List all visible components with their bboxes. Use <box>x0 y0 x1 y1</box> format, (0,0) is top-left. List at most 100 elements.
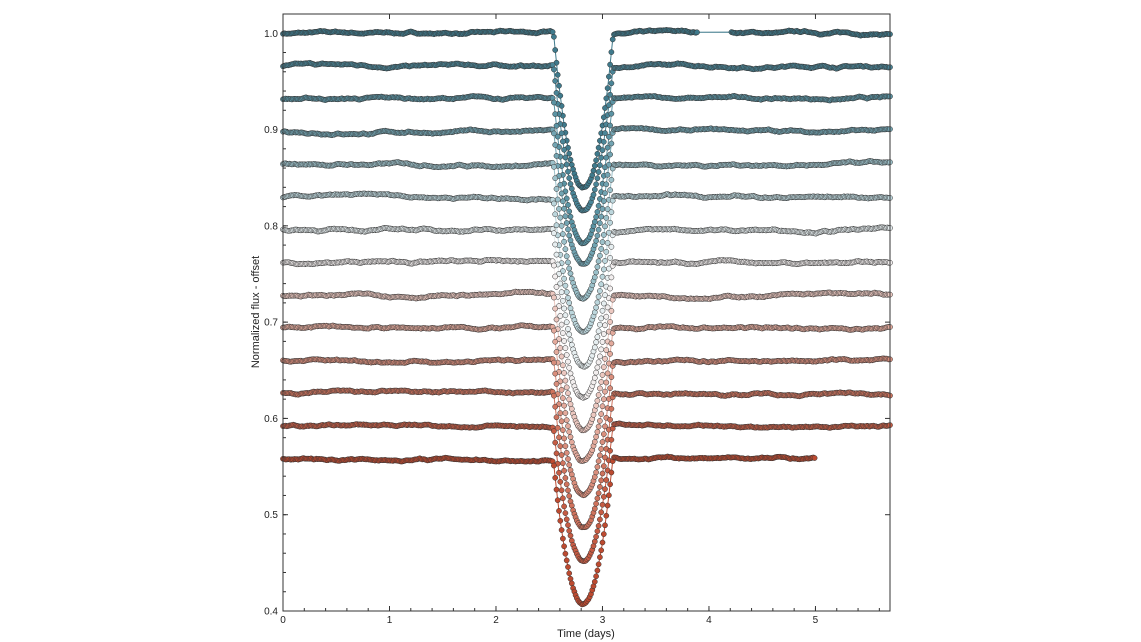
data-point <box>593 237 599 244</box>
data-point <box>608 274 615 281</box>
data-point <box>553 186 560 192</box>
data-point <box>603 313 610 320</box>
data-point <box>607 61 613 68</box>
data-point <box>561 205 567 212</box>
data-point <box>599 273 606 280</box>
data-point <box>597 288 603 294</box>
data-point <box>606 73 612 80</box>
data-point <box>602 223 608 230</box>
data-point <box>600 300 607 307</box>
data-point <box>557 214 564 221</box>
data-point <box>561 338 567 344</box>
data-point <box>599 307 606 314</box>
data-point <box>568 406 575 412</box>
data-point <box>551 230 557 237</box>
data-point <box>551 99 557 106</box>
data-point <box>562 246 569 253</box>
data-point <box>598 246 605 252</box>
data-point <box>567 434 574 440</box>
data-point <box>566 150 573 157</box>
data-point <box>562 410 569 416</box>
data-point <box>608 176 615 183</box>
data-point <box>595 359 602 366</box>
data-point <box>560 297 566 304</box>
data-point <box>565 168 571 175</box>
y-tick-label: 0.7 <box>264 318 278 329</box>
data-point <box>551 66 557 73</box>
data-point <box>558 386 565 393</box>
data-point <box>598 411 605 417</box>
data-point <box>566 300 573 306</box>
data-point <box>595 169 602 175</box>
data-point <box>566 208 573 215</box>
data-point <box>608 209 615 216</box>
data-point <box>594 334 601 340</box>
data-point <box>552 142 559 148</box>
data-point <box>567 213 574 220</box>
data-point <box>600 138 607 145</box>
data-point <box>609 36 616 43</box>
data-point <box>565 259 571 266</box>
data-point <box>598 315 605 322</box>
data-point <box>553 316 560 323</box>
data-point <box>599 403 606 410</box>
data-point <box>553 284 560 290</box>
data-point <box>561 370 567 376</box>
data-point <box>554 196 561 203</box>
light-curve-line <box>282 95 891 244</box>
data-point <box>593 402 599 409</box>
data-point <box>607 351 613 357</box>
data-point <box>597 385 603 392</box>
data-point <box>593 181 599 188</box>
data-point <box>593 433 599 440</box>
data-point <box>560 395 566 401</box>
data-point <box>556 82 562 89</box>
data-point <box>551 294 557 301</box>
data-point <box>591 274 598 281</box>
data-point <box>607 255 613 261</box>
data-point <box>600 198 607 204</box>
x-tick-label: 1 <box>387 615 393 626</box>
data-point <box>602 355 608 362</box>
data-point <box>591 344 598 351</box>
data-point <box>551 130 557 137</box>
data-point <box>594 150 601 157</box>
data-point <box>600 364 607 370</box>
data-point <box>598 346 605 353</box>
data-point <box>594 264 601 270</box>
data-point <box>566 175 573 181</box>
data-point <box>595 423 602 430</box>
data-point <box>600 232 607 238</box>
data-point <box>591 162 598 169</box>
data-point <box>594 364 601 371</box>
data-point <box>593 369 599 376</box>
data-point <box>562 213 569 220</box>
data-point <box>595 328 602 335</box>
data-point <box>595 226 602 233</box>
data-point <box>599 339 606 345</box>
data-point <box>568 439 575 446</box>
data-point <box>553 153 560 159</box>
data-point <box>562 312 569 319</box>
data-point <box>590 167 597 174</box>
data-point <box>551 327 557 334</box>
data-point <box>608 80 615 87</box>
data-point <box>599 206 606 212</box>
light-curve-series <box>280 27 893 191</box>
data-point <box>603 181 610 188</box>
data-point <box>565 202 571 208</box>
data-point <box>566 428 573 435</box>
data-point <box>590 191 597 198</box>
data-point <box>552 111 559 117</box>
data-point <box>594 209 601 215</box>
data-point <box>558 190 565 197</box>
data-point <box>565 423 571 429</box>
data-point <box>560 138 566 145</box>
data-point <box>607 187 613 193</box>
data-point <box>608 340 615 347</box>
data-point <box>567 181 574 187</box>
data-point <box>551 200 557 207</box>
data-point <box>603 248 610 255</box>
data-point <box>566 396 573 403</box>
